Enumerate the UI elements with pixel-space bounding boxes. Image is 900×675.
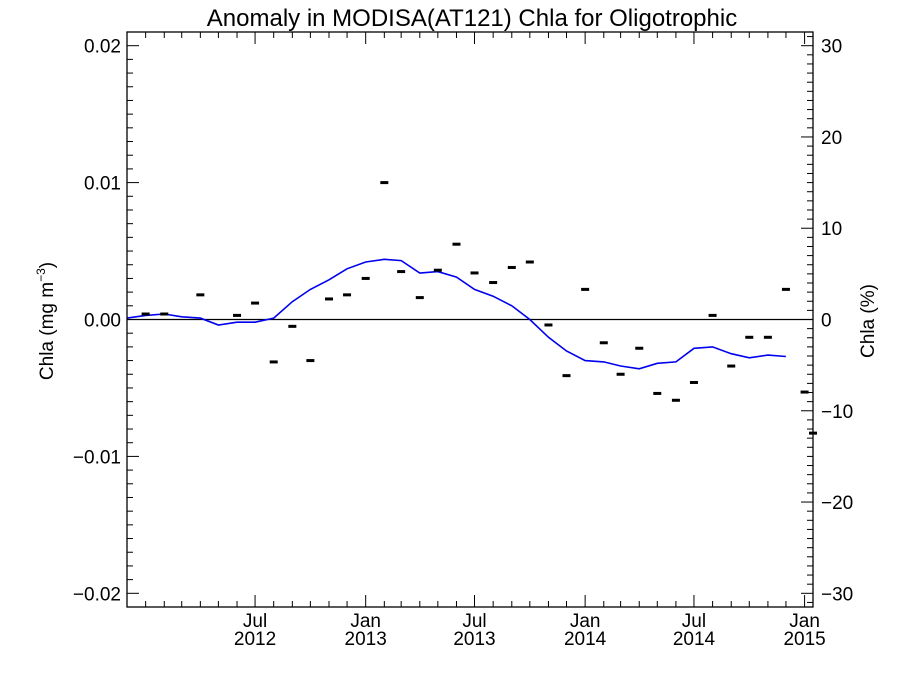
anomaly-points bbox=[141, 181, 817, 435]
x-tick-month-label: Jul bbox=[682, 611, 706, 632]
data-point bbox=[489, 281, 498, 285]
data-point bbox=[433, 268, 442, 272]
data-point bbox=[141, 312, 150, 316]
data-point bbox=[251, 301, 260, 305]
left-tick-label: −0.01 bbox=[73, 447, 121, 468]
data-point bbox=[233, 313, 242, 317]
data-point bbox=[653, 391, 662, 395]
data-point bbox=[397, 270, 406, 274]
data-point bbox=[306, 359, 315, 363]
left-axis-label-close: ) bbox=[37, 262, 58, 268]
data-point bbox=[525, 260, 534, 264]
data-point bbox=[452, 242, 461, 246]
chart-title: Anomaly in MODISA(AT121) Chla for Oligot… bbox=[207, 5, 737, 32]
left-axis-label: Chla (mg m−3) bbox=[34, 262, 58, 380]
x-tick-year-label: 2014 bbox=[564, 629, 607, 650]
left-tick-label: 0.01 bbox=[84, 174, 121, 195]
right-tick-label: −30 bbox=[821, 584, 853, 605]
data-point bbox=[415, 296, 424, 300]
right-tick-label: 30 bbox=[821, 37, 842, 58]
data-point bbox=[763, 335, 772, 339]
data-point bbox=[635, 346, 644, 350]
data-point bbox=[160, 312, 169, 316]
data-point bbox=[380, 181, 389, 185]
right-axis-label: Chla (%) bbox=[858, 284, 879, 358]
x-tick-month-label: Jan bbox=[350, 611, 381, 632]
left-axis-label-sup: −3 bbox=[34, 268, 48, 282]
data-point bbox=[671, 398, 680, 402]
data-point bbox=[361, 276, 370, 280]
right-tick-label: 10 bbox=[821, 219, 842, 240]
data-point bbox=[325, 297, 334, 301]
left-axis-label-text: Chla (mg m bbox=[37, 282, 58, 380]
data-point bbox=[544, 323, 553, 327]
x-tick-month-label: Jan bbox=[789, 611, 820, 632]
data-point bbox=[727, 364, 736, 368]
data-point bbox=[196, 293, 205, 297]
right-tick-label: 0 bbox=[821, 311, 832, 332]
data-point bbox=[269, 360, 278, 364]
x-tick-month-label: Jan bbox=[570, 611, 601, 632]
data-point bbox=[599, 341, 608, 345]
data-point bbox=[343, 293, 352, 297]
data-point bbox=[781, 287, 790, 291]
x-tick-year-label: 2015 bbox=[783, 629, 825, 650]
data-point bbox=[581, 287, 590, 291]
data-point bbox=[689, 380, 698, 384]
left-tick-label: 0.02 bbox=[84, 37, 121, 58]
x-tick-year-label: 2012 bbox=[234, 629, 276, 650]
svg-text:Chla (mg m−3): Chla (mg m−3) bbox=[34, 262, 58, 380]
trend-line bbox=[126, 258, 786, 370]
data-point bbox=[562, 374, 571, 378]
x-tick-year-label: 2013 bbox=[453, 629, 495, 650]
data-point bbox=[616, 372, 625, 376]
data-point bbox=[708, 313, 717, 317]
x-tick-month-label: Jul bbox=[462, 611, 486, 632]
x-tick-year-label: 2014 bbox=[673, 629, 716, 650]
data-point bbox=[507, 265, 516, 269]
data-point bbox=[800, 390, 809, 394]
axes: 0.02 0.01 0.00 −0.01 −0.02 30 20 10 0 −10 −20 −30 Ju… bbox=[73, 31, 853, 650]
right-tick-label: 20 bbox=[821, 128, 842, 149]
right-tick-label: −10 bbox=[821, 402, 853, 423]
x-tick-year-label: 2013 bbox=[345, 629, 387, 650]
x-tick-month-label: Jul bbox=[243, 611, 267, 632]
left-tick-label: 0.00 bbox=[84, 311, 121, 332]
data-point bbox=[745, 335, 754, 339]
trend-series bbox=[126, 258, 786, 370]
left-tick-label: −0.02 bbox=[73, 584, 121, 605]
data-point bbox=[470, 271, 479, 275]
data-point bbox=[288, 324, 297, 328]
right-tick-label: −20 bbox=[821, 493, 853, 514]
